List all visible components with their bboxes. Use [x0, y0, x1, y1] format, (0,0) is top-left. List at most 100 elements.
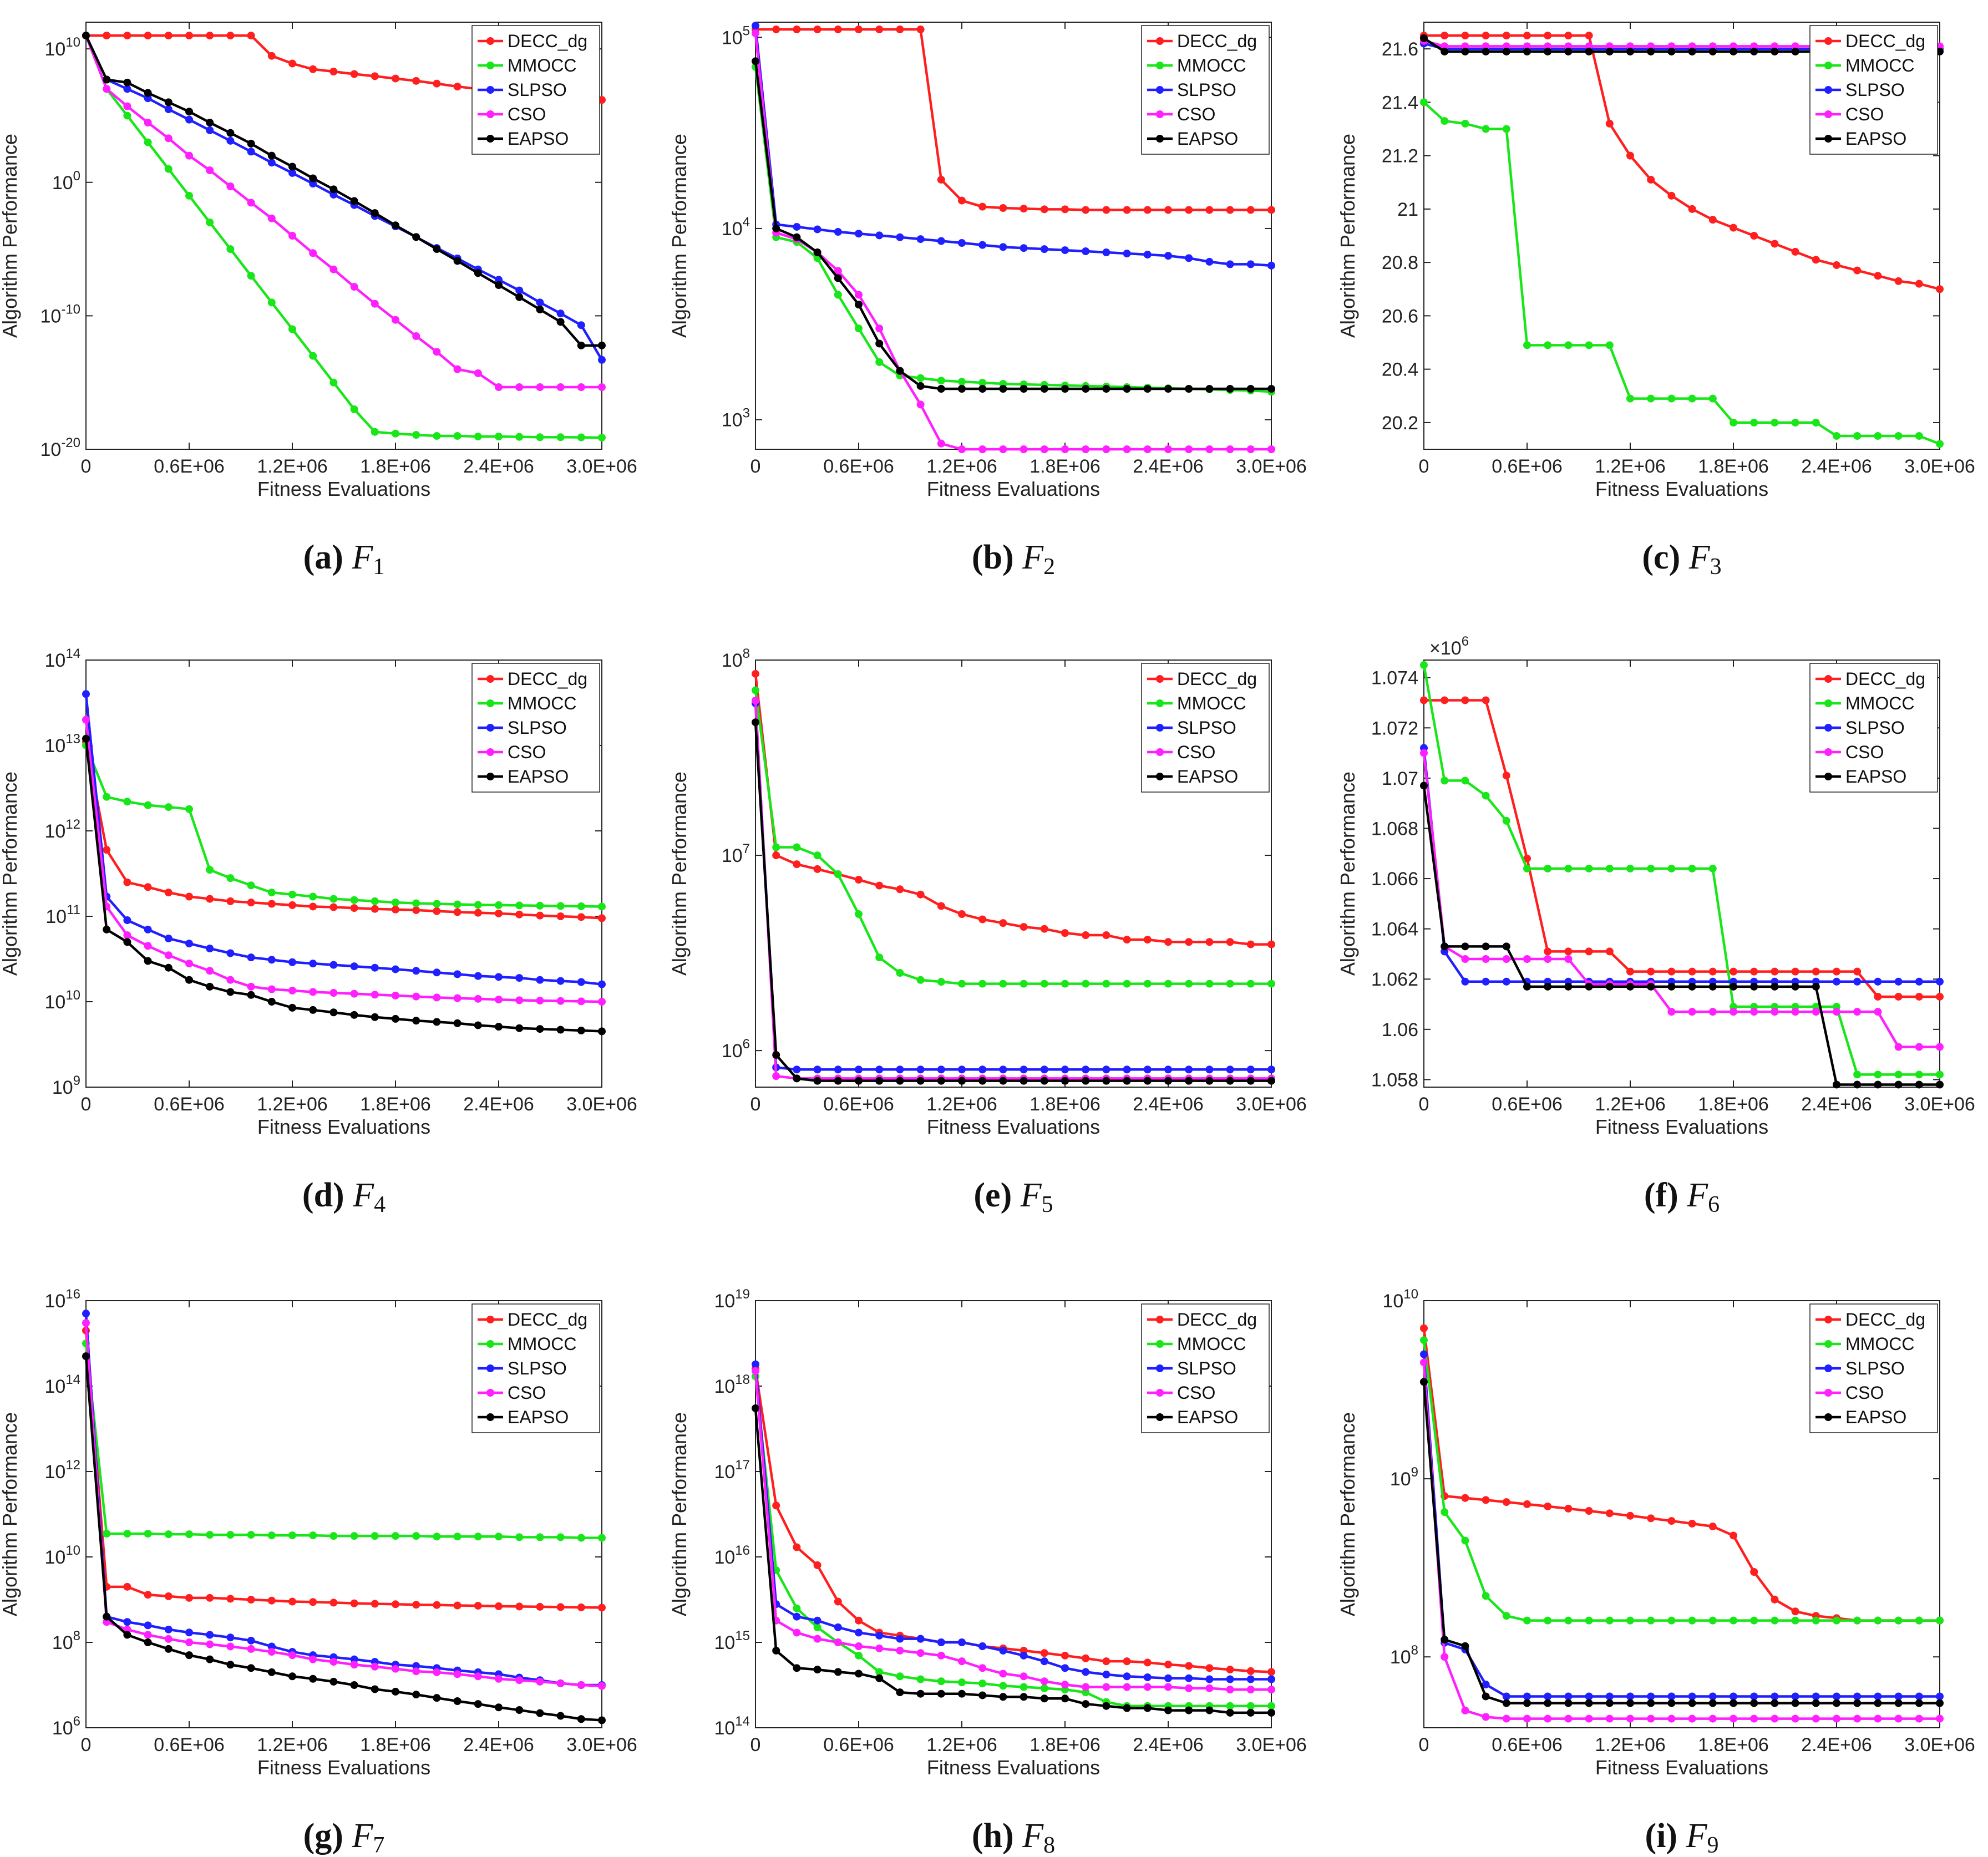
- data-point-cso: [144, 1631, 152, 1639]
- data-point-decc_dg: [206, 32, 214, 40]
- legend-entry-label: CSO: [1177, 104, 1215, 124]
- data-point-eapso: [1061, 1077, 1069, 1085]
- data-point-cso: [185, 1638, 193, 1646]
- legend-entry-label: MMOCC: [508, 693, 576, 713]
- data-point-slpso: [958, 1638, 966, 1646]
- data-point-eapso: [288, 163, 296, 171]
- data-point-mmocc: [937, 1677, 945, 1686]
- data-point-eapso: [226, 1661, 235, 1669]
- y-axis-label: Algorithm Performance: [1336, 772, 1359, 976]
- x-axis-label: Fitness Evaluations: [927, 478, 1100, 500]
- data-point-mmocc: [453, 900, 462, 909]
- data-point-slpso: [164, 105, 173, 113]
- data-point-eapso: [1164, 384, 1172, 393]
- data-point-decc_dg: [1205, 1664, 1214, 1672]
- data-point-decc_dg: [1605, 119, 1614, 128]
- data-point-mmocc: [916, 976, 925, 984]
- data-point-slpso: [978, 1642, 987, 1651]
- panel-caption: (c) F3: [1642, 539, 1721, 580]
- data-point-eapso: [474, 269, 482, 277]
- data-point-eapso: [350, 1681, 358, 1689]
- data-point-decc_dg: [144, 1591, 152, 1599]
- data-point-decc_dg: [1267, 940, 1275, 948]
- data-point-eapso: [1441, 47, 1449, 55]
- data-point-decc_dg: [1626, 151, 1634, 160]
- data-point-mmocc: [267, 889, 276, 897]
- data-point-decc_dg: [247, 32, 255, 40]
- data-point-cso: [288, 986, 296, 995]
- data-point-eapso: [82, 1352, 90, 1361]
- data-point-cso: [1502, 42, 1510, 50]
- data-point-decc_dg: [1123, 1657, 1131, 1666]
- data-point-cso: [1915, 1714, 1923, 1723]
- legend-entry-label: SLPSO: [1177, 80, 1236, 100]
- data-point-slpso: [752, 1360, 759, 1368]
- data-point-eapso: [1874, 1080, 1882, 1089]
- data-point-decc_dg: [309, 1598, 317, 1606]
- data-point-slpso: [82, 690, 90, 698]
- data-point-eapso: [1020, 384, 1028, 393]
- data-point-cso: [123, 1625, 131, 1633]
- data-point-decc_dg: [226, 1595, 235, 1603]
- data-point-decc_dg: [1791, 247, 1799, 256]
- data-point-eapso: [350, 1011, 358, 1019]
- data-point-decc_dg: [1205, 938, 1214, 946]
- data-point-cso: [1502, 955, 1510, 963]
- data-point-decc_dg: [1708, 1523, 1717, 1531]
- data-point-cso: [1040, 1677, 1048, 1686]
- data-point-mmocc: [1205, 980, 1214, 988]
- data-point-slpso: [1833, 1692, 1840, 1701]
- legend-entry-label: MMOCC: [1177, 1334, 1246, 1354]
- panel-caption: (f) F6: [1644, 1176, 1720, 1217]
- data-point-decc_dg: [536, 911, 544, 920]
- data-point-decc_dg: [1667, 967, 1676, 976]
- data-point-mmocc: [226, 1531, 235, 1539]
- data-point-eapso: [752, 57, 759, 65]
- data-point-cso: [1523, 1714, 1531, 1723]
- data-point-cso: [1750, 1714, 1758, 1723]
- data-point-eapso: [1874, 1699, 1882, 1707]
- legend-entry-label: CSO: [508, 1383, 546, 1403]
- data-point-decc_dg: [577, 1603, 585, 1611]
- data-point-mmocc: [1267, 980, 1275, 988]
- x-tick-label: 0: [81, 1734, 92, 1755]
- data-point-decc_dg: [288, 901, 296, 909]
- data-point-eapso: [1143, 1704, 1152, 1712]
- x-tick-label: 1.2E+06: [257, 456, 328, 477]
- data-point-slpso: [1874, 1692, 1882, 1701]
- data-point-decc_dg: [813, 865, 821, 873]
- x-tick-label: 1.2E+06: [926, 1094, 997, 1115]
- data-point-mmocc: [978, 980, 987, 988]
- data-point-decc_dg: [772, 1501, 780, 1510]
- data-point-mmocc: [185, 805, 193, 813]
- data-point-cso: [1874, 1714, 1882, 1723]
- data-point-mmocc: [1688, 1616, 1696, 1625]
- data-point-cso: [1226, 445, 1234, 453]
- data-point-cso: [1544, 42, 1552, 50]
- data-point-decc_dg: [978, 915, 987, 924]
- data-point-eapso: [1894, 1699, 1903, 1707]
- data-point-slpso: [1267, 261, 1275, 270]
- data-point-decc_dg: [1688, 205, 1696, 213]
- data-point-cso: [474, 369, 482, 377]
- data-point-mmocc: [1688, 394, 1696, 403]
- data-point-slpso: [577, 978, 585, 986]
- data-point-decc_dg: [185, 892, 193, 901]
- data-point-eapso: [1102, 384, 1110, 393]
- data-point-decc_dg: [556, 912, 565, 920]
- data-point-mmocc: [1771, 1616, 1779, 1625]
- legend-swatch-marker: [486, 1413, 494, 1421]
- legend-entry-label: MMOCC: [1845, 55, 1914, 75]
- series-line-cso: [1422, 753, 1940, 1048]
- data-point-slpso: [1482, 977, 1490, 986]
- data-point-mmocc: [1915, 1070, 1923, 1079]
- data-point-decc_dg: [350, 1599, 358, 1607]
- data-point-decc_dg: [793, 26, 801, 34]
- legend-swatch-marker: [1156, 675, 1164, 683]
- data-point-cso: [1894, 1714, 1903, 1723]
- data-point-decc_dg: [1812, 256, 1820, 264]
- panel-caption: (b) F2: [972, 539, 1055, 580]
- data-point-eapso: [1523, 1699, 1531, 1707]
- data-point-decc_dg: [875, 26, 884, 34]
